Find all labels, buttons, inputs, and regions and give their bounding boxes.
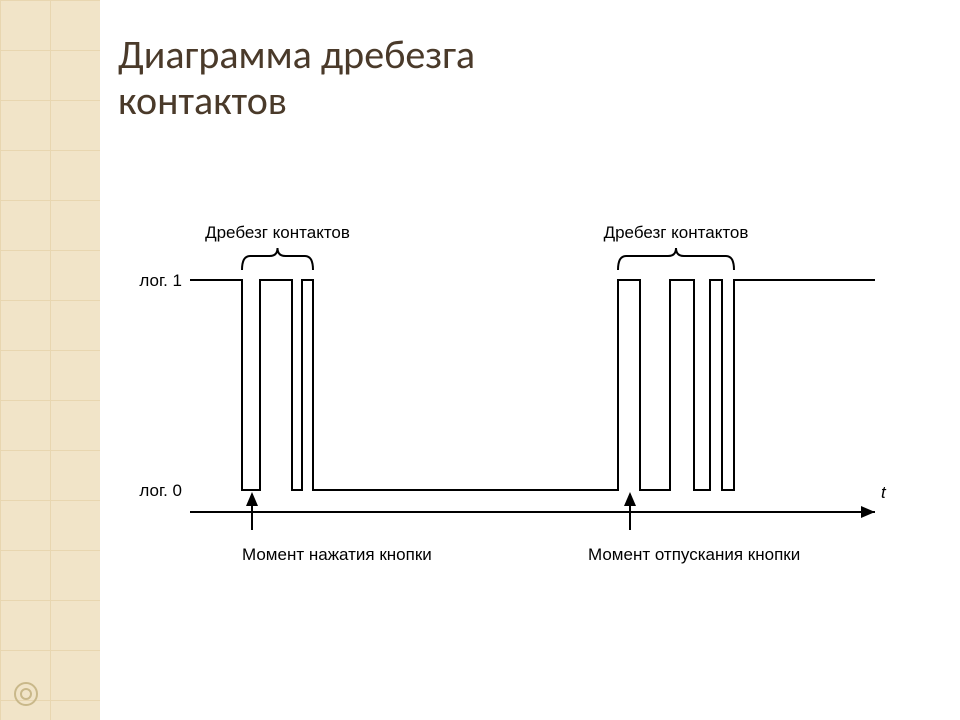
slide: Диаграмма дребезга контактов лог. 1лог. …	[0, 0, 960, 720]
corner-decoration-icon	[12, 680, 40, 708]
svg-text:Дребезг контактов: Дребезг контактов	[604, 223, 749, 242]
title-line-1: Диаграмма дребезга	[118, 32, 475, 78]
timing-diagram: лог. 1 лог. 0 t Дребезг контактов Дребезг ко…	[130, 200, 900, 580]
timing-diagram-svg: лог. 1 лог. 0 t Дребезг контактов Дребезг ко…	[130, 200, 900, 580]
title-line-2: контактов	[118, 78, 475, 124]
svg-text:Момент отпускания кнопки: Момент отпускания кнопки	[588, 545, 800, 564]
svg-text:Момент нажатия кнопки: Момент нажатия кнопки	[242, 545, 432, 564]
side-pattern	[0, 0, 100, 720]
slide-title: Диаграмма дребезга контактов	[118, 32, 475, 124]
svg-text:Дребезг контактов: Дребезг контактов	[205, 223, 350, 242]
svg-text:t: t	[881, 483, 887, 502]
svg-text:лог. 1: лог. 1	[139, 271, 182, 290]
svg-text:лог. 0: лог. 0	[139, 481, 182, 500]
